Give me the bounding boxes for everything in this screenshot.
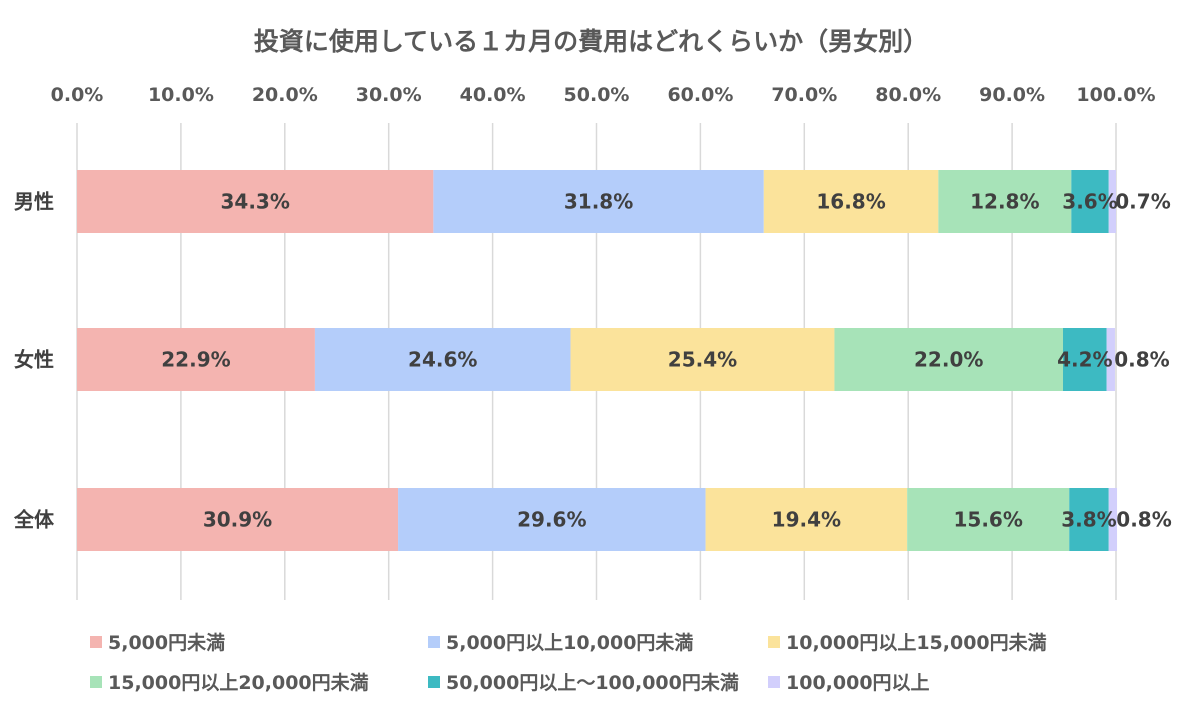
data-label: 22.9% [161,348,230,372]
bar-segment [1071,170,1109,233]
data-label: 15.6% [954,508,1023,532]
x-tick-label: 80.0% [875,84,941,106]
x-tick-label: 60.0% [667,84,733,106]
category-label: 男性 [14,190,54,214]
x-tick-label: 40.0% [460,84,526,106]
category-label: 女性 [14,348,54,372]
legend-swatch [90,675,102,688]
bar-segment [77,170,434,233]
data-label: 30.9% [203,508,272,532]
legend-item: 5,000円以上10,000円未満 [428,628,693,655]
x-tick-label: 70.0% [771,84,837,106]
legend-swatch [90,635,102,648]
category-label: 全体 [13,508,55,532]
bar-segment [938,170,1072,233]
legend-item: 100,000円以上 [768,668,930,695]
legend-item: 50,000円以上～100,000円未満 [428,668,739,695]
bar-segment [314,328,571,391]
data-label: 3.8% [1061,508,1116,532]
x-tick-label: 20.0% [252,84,318,106]
data-label: 12.8% [970,190,1039,214]
data-labels: 34.3% 31.8% 16.8% 12.8% 3.6%0.7% 22.9% 24.6% 25… [161,190,1172,532]
bar-segment [1069,488,1109,551]
data-label: 0.8% [1114,348,1169,372]
bar-segment [907,488,1070,551]
bar-segment [1108,488,1118,551]
bar-segment [834,328,1064,391]
data-label: 29.6% [517,508,586,532]
data-label: 25.4% [668,348,737,372]
data-label: 16.8% [816,190,885,214]
bar-segment [570,328,835,391]
x-tick-label: 90.0% [979,84,1045,106]
legend-item: 10,000円以上15,000円未満 [768,628,1047,655]
data-label: 24.6% [408,348,477,372]
legend-label: 100,000円以上 [786,672,930,694]
bar-segment [1106,328,1115,391]
bar-segment [433,170,764,233]
legend-label: 15,000円以上20,000円未満 [108,672,369,694]
bars [77,170,1118,551]
bar-segment [763,170,939,233]
legend-item: 5,000円未満 [90,628,225,655]
bar-segment [1108,170,1116,233]
bar-segment [1063,328,1107,391]
data-label: 0.7% [1115,190,1170,214]
x-tick-label: 10.0% [148,84,214,106]
legend-label: 5,000円未満 [108,632,226,654]
data-label: 4.2% [1057,348,1112,372]
x-tick-label: 30.0% [356,84,422,106]
data-label: 31.8% [564,190,633,214]
legend-swatch [768,635,780,648]
legend-label: 10,000円以上15,000円未満 [786,632,1047,654]
bar-segment [77,328,315,391]
bar-segment [77,488,399,551]
x-axis-ticks: 0.0% 10.0% 20.0% 30.0% 40.0% 50.0% 60.0% 70.0% 8… [51,84,1156,106]
legend-item: 15,000円以上20,000円未満 [90,668,369,695]
bar-segment [705,488,908,551]
data-label: 34.3% [220,190,289,214]
legend-swatch [428,635,440,648]
legend-label: 5,000円以上10,000円未満 [446,632,694,654]
data-label: 3.6% [1062,190,1117,214]
bar-segment [398,488,706,551]
x-tick-label: 100.0% [1076,84,1155,106]
legend-swatch [768,675,780,688]
data-label: 22.0% [914,348,983,372]
x-tick-label: 0.0% [51,84,104,106]
legend-swatch [428,675,440,688]
data-label: 0.8% [1116,508,1171,532]
legend-label: 50,000円以上～100,000円未満 [446,672,739,694]
data-label: 19.4% [772,508,841,532]
x-tick-label: 50.0% [564,84,630,106]
chart-title: 投資に使用している１カ月の費用はどれくらいか（男女別） [253,27,929,56]
